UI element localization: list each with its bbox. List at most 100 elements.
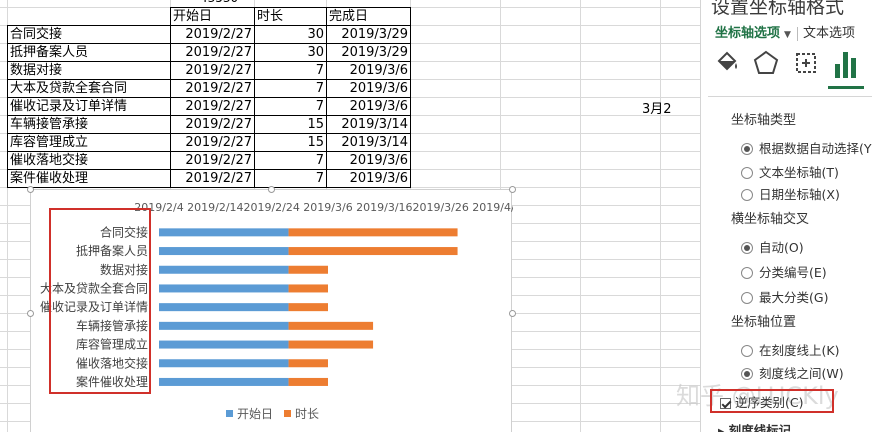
category-label: 库容管理成立 [76, 337, 148, 352]
table-cell[interactable]: 7 [254, 79, 327, 98]
chart-plot: 2019/2/4 2019/2/14 2019/2/24 2019/3/6 2019/3… [40, 201, 513, 421]
section-axis-type: 坐标轴类型 [731, 113, 797, 128]
table-cell[interactable]: 2019/3/29 [326, 43, 411, 62]
table-header-cell[interactable]: 开始日 [170, 7, 255, 26]
radio-cross-auto[interactable]: 自动(O) [741, 237, 804, 256]
radio-between-tick-marks[interactable]: 刻度线之间(W) [741, 363, 844, 382]
table-cell[interactable]: 催收落地交接 [7, 151, 171, 170]
radio-button[interactable] [741, 167, 753, 179]
table-header-cell[interactable] [7, 7, 171, 26]
cell-partial-top[interactable]: 43530 [200, 0, 238, 5]
gantt-chart[interactable]: 2019/2/4 2019/2/14 2019/2/24 2019/3/6 2019/3… [27, 186, 516, 432]
table-cell[interactable]: 2019/2/27 [170, 61, 255, 80]
resize-handle[interactable] [509, 186, 516, 193]
table-cell[interactable]: 30 [254, 25, 327, 44]
bar-chart-icon[interactable] [826, 44, 866, 84]
radio-label: 文本坐标轴(T) [759, 165, 839, 180]
bar-start-date [159, 377, 289, 386]
category-axis-highlight [49, 208, 151, 394]
table-cell[interactable]: 数据对接 [7, 61, 171, 80]
table-row: 抵押备案人员 2019/2/27 30 2019/3/29 [7, 43, 411, 62]
bar-start-date [159, 247, 289, 256]
paint-bucket-icon[interactable] [712, 48, 742, 78]
resize-handle[interactable] [27, 186, 34, 193]
table-cell[interactable]: 2019/2/27 [170, 169, 255, 188]
table-cell[interactable]: 合同交接 [7, 25, 171, 44]
pane-tabs: 坐标轴选项 ▼ 文本选项 [715, 22, 855, 41]
table-cell[interactable]: 2019/2/27 [170, 115, 255, 134]
chevron-right-icon[interactable]: ▸ [718, 423, 729, 432]
table-cell[interactable]: 15 [254, 115, 327, 134]
radio-category-number[interactable]: 分类编号(E) [741, 262, 827, 281]
table-cell[interactable]: 2019/2/27 [170, 79, 255, 98]
tab-axis-options[interactable]: 坐标轴选项 [715, 26, 781, 41]
checkbox-reverse-order[interactable]: 逆序类别(C) [720, 392, 803, 411]
radio-label: 刻度线之间(W) [759, 366, 844, 381]
radio-button[interactable] [741, 143, 753, 155]
radio-button[interactable] [741, 292, 753, 304]
resize-handle[interactable] [268, 186, 275, 193]
table-cell[interactable]: 抵押备案人员 [7, 43, 171, 62]
radio-on-tick-marks[interactable]: 在刻度线上(K) [741, 340, 839, 359]
bar-duration [288, 340, 374, 349]
radio-button[interactable] [741, 368, 753, 380]
tab-text-options[interactable]: 文本选项 [802, 26, 855, 41]
tab-separator [796, 26, 798, 41]
table-cell[interactable]: 2019/3/6 [326, 79, 411, 98]
table-cell[interactable]: 7 [254, 151, 327, 170]
pane-title: 设置坐标轴格式 [711, 0, 845, 18]
bar-duration [288, 321, 374, 330]
cell-side-text[interactable]: 3月2 [642, 102, 672, 117]
grid-col-line [7, 0, 8, 432]
table-header-cell[interactable]: 完成日 [326, 7, 411, 26]
table-cell[interactable]: 大本及贷款全套合同 [7, 79, 171, 98]
radio-label: 日期坐标轴(X) [759, 187, 840, 202]
radio-label: 最大分类(G) [759, 290, 829, 305]
table-cell[interactable]: 2019/2/27 [170, 97, 255, 116]
radio-button[interactable] [741, 242, 753, 254]
table-cell[interactable]: 2019/3/14 [326, 115, 411, 134]
table-cell[interactable]: 7 [254, 97, 327, 116]
table-cell[interactable]: 2019/3/6 [326, 97, 411, 116]
table-cell[interactable]: 2019/2/27 [170, 151, 255, 170]
radio-button[interactable] [741, 267, 753, 279]
radio-button[interactable] [741, 189, 753, 201]
table-cell[interactable]: 车辆接管承接 [7, 115, 171, 134]
radio-label: 在刻度线上(K) [759, 343, 840, 358]
radio-text-axis[interactable]: 文本坐标轴(T) [741, 162, 839, 181]
table-cell[interactable]: 2019/3/6 [326, 151, 411, 170]
category-label: 催收记录及订单详情 [40, 299, 148, 314]
table-cell[interactable]: 30 [254, 43, 327, 62]
table-cell[interactable]: 7 [254, 61, 327, 80]
radio-date-axis[interactable]: 日期坐标轴(X) [741, 184, 840, 203]
resize-handle[interactable] [509, 310, 516, 317]
bar-duration [288, 265, 328, 274]
size-properties-icon[interactable] [791, 48, 821, 78]
table-cell[interactable]: 2019/2/27 [170, 133, 255, 152]
checkbox[interactable] [720, 398, 731, 409]
legend-swatch-start [226, 410, 233, 417]
table-cell[interactable]: 2019/3/14 [326, 133, 411, 152]
table-cell[interactable]: 2019/2/27 [170, 25, 255, 44]
table-cell[interactable]: 2019/2/27 [170, 43, 255, 62]
table-row: 库容管理成立 2019/2/27 15 2019/3/14 [7, 133, 411, 152]
table-cell[interactable]: 催收记录及订单详情 [7, 97, 171, 116]
radio-auto-select[interactable]: 根据数据自动选择(Y) [741, 138, 872, 157]
table-cell[interactable]: 案件催收处理 [7, 169, 171, 188]
table-cell[interactable]: 库容管理成立 [7, 133, 171, 152]
section-tick-marks[interactable]: ▸ 刻度线标记 [718, 420, 791, 432]
chevron-down-icon[interactable]: ▼ [784, 30, 791, 40]
table-header-cell[interactable]: 时长 [254, 7, 327, 26]
table-cell[interactable]: 2019/3/6 [326, 61, 411, 80]
bar-start-date [159, 321, 289, 330]
radio-label: 分类编号(E) [759, 265, 827, 280]
table-row: 大本及贷款全套合同 2019/2/27 7 2019/3/6 [7, 79, 411, 98]
table-cell[interactable]: 2019/3/29 [326, 25, 411, 44]
radio-max-category[interactable]: 最大分类(G) [741, 287, 828, 306]
resize-handle[interactable] [27, 310, 34, 317]
table-cell[interactable]: 7 [254, 169, 327, 188]
table-cell[interactable]: 2019/3/6 [326, 169, 411, 188]
pentagon-icon[interactable] [751, 48, 781, 78]
radio-button[interactable] [741, 345, 753, 357]
table-cell[interactable]: 15 [254, 133, 327, 152]
